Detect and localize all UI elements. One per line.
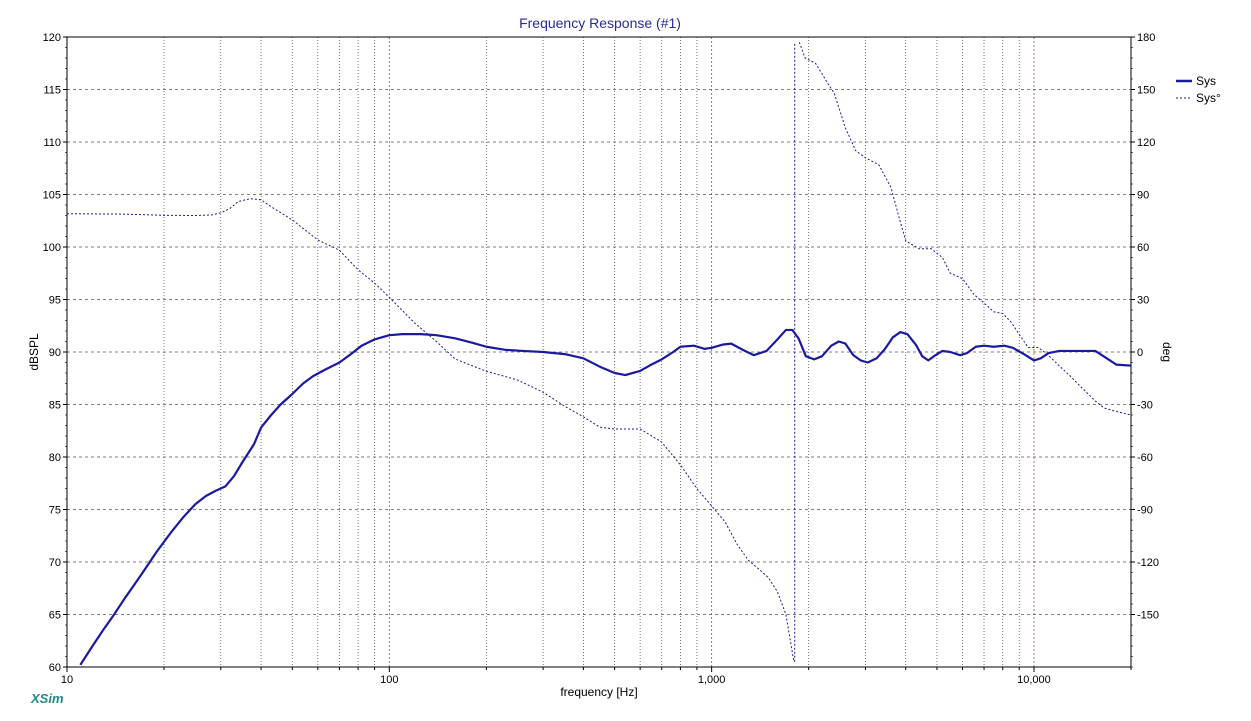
x-tick-label: 10 bbox=[61, 674, 73, 686]
y2-tick-label: -30 bbox=[1137, 400, 1153, 412]
chart-title: Frequency Response (#1) bbox=[519, 15, 681, 31]
y2-tick-label: 180 bbox=[1137, 32, 1155, 44]
y2-tick-label: -90 bbox=[1137, 505, 1153, 517]
y2-tick-label: -60 bbox=[1137, 452, 1153, 464]
plot-grid bbox=[67, 37, 1131, 667]
right-axis-ticks: -150 -120 -90 -60 -30 0 30 60 90 120 150 180 bbox=[1131, 32, 1159, 668]
y-tick-label: 115 bbox=[43, 85, 61, 97]
y-tick-label: 90 bbox=[49, 347, 61, 359]
plot-series bbox=[66, 42, 1132, 666]
y2-tick-label: 0 bbox=[1137, 347, 1143, 359]
legend-label-sys-phase: Sys° bbox=[1196, 91, 1221, 105]
y-tick-label: 95 bbox=[49, 295, 61, 307]
y-tick-label: 85 bbox=[49, 400, 61, 412]
y-tick-label: 70 bbox=[49, 557, 61, 569]
legend: Sys Sys° bbox=[1176, 74, 1221, 105]
y-tick-label: 75 bbox=[49, 505, 61, 517]
x-tick-label: 1,000 bbox=[698, 674, 726, 686]
y-tick-label: 65 bbox=[49, 610, 61, 622]
x-tick-label: 100 bbox=[380, 674, 398, 686]
x-axis-label: frequency [Hz] bbox=[560, 685, 637, 699]
y-tick-label: 100 bbox=[43, 242, 61, 254]
left-axis-ticks: 60 65 70 75 80 85 90 95 100 105 110 115 120 bbox=[43, 32, 67, 674]
y-tick-label: 60 bbox=[49, 662, 61, 674]
y-axis-label: dBSPL bbox=[27, 333, 41, 371]
y2-tick-label: -120 bbox=[1137, 557, 1159, 569]
xsim-logo: XSim bbox=[30, 691, 64, 706]
y-tick-label: 120 bbox=[43, 32, 61, 44]
series-line-sys bbox=[79, 328, 1132, 666]
series-line-sys-phase bbox=[66, 198, 795, 662]
y-tick-label: 105 bbox=[43, 190, 61, 202]
plot-frame bbox=[66, 36, 1132, 668]
y2-tick-label: -150 bbox=[1137, 610, 1159, 622]
y2-tick-label: 30 bbox=[1137, 295, 1149, 307]
y2-tick-label: 90 bbox=[1137, 190, 1149, 202]
y-tick-label: 80 bbox=[49, 452, 61, 464]
y-tick-label: 110 bbox=[43, 137, 61, 149]
y2-tick-label: 60 bbox=[1137, 242, 1149, 254]
y2-axis-label: deg bbox=[1160, 342, 1174, 362]
y2-tick-label: 150 bbox=[1137, 85, 1155, 97]
x-axis-ticks: 10 100 1,000 10,000 bbox=[61, 667, 1132, 686]
x-tick-label: 10,000 bbox=[1017, 674, 1051, 686]
y2-tick-label: 120 bbox=[1137, 137, 1155, 149]
legend-label-sys: Sys bbox=[1196, 74, 1216, 88]
series-line-sys-phase bbox=[798, 42, 1132, 416]
